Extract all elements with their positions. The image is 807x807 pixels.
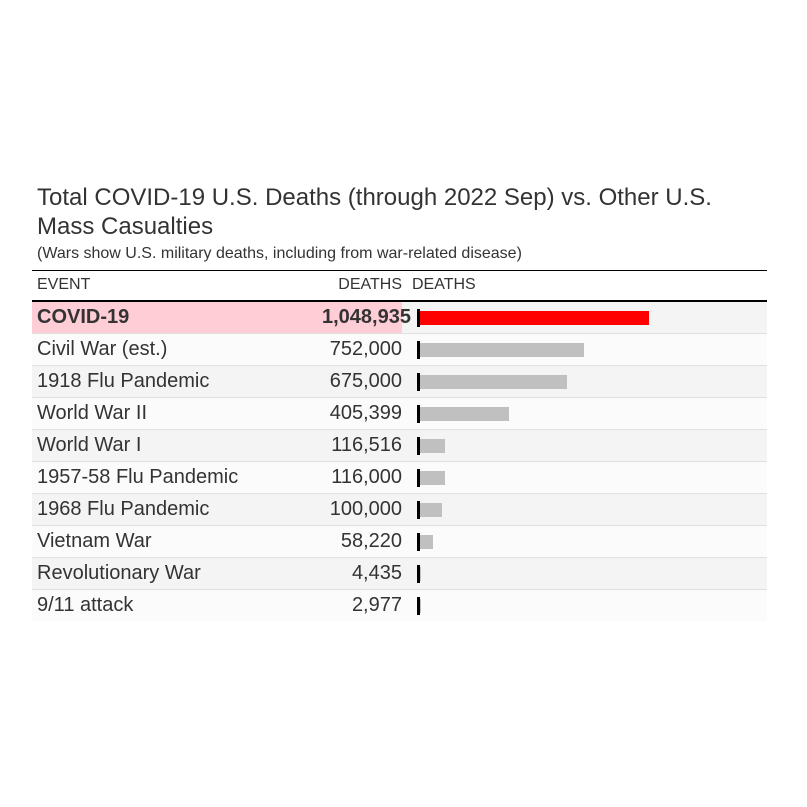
bar-area [402, 334, 762, 365]
deaths-bar [420, 406, 509, 421]
event-label: Revolutionary War [37, 561, 201, 584]
bar-cell [402, 525, 767, 557]
bar-baseline [417, 372, 420, 391]
deaths-value: 100,000 [329, 497, 402, 520]
event-label: 1918 Flu Pandemic [37, 369, 210, 392]
bar-area [402, 590, 762, 621]
chart-title: Total COVID-19 U.S. Deaths (through 2022… [37, 184, 712, 240]
table-row: World War II 405,399 [32, 397, 767, 429]
deaths-bar [420, 374, 567, 389]
table-row: World War I 116,516 [32, 429, 767, 461]
bar-baseline [417, 532, 420, 551]
table-row: Civil War (est.) 752,000 [32, 333, 767, 365]
deaths-bar [420, 310, 649, 325]
event-label: 9/11 attack [37, 593, 134, 616]
bar-cell [402, 365, 767, 397]
deaths-value: 116,000 [331, 465, 402, 488]
bar-cell [402, 461, 767, 493]
bar-cell [402, 557, 767, 589]
deaths-bar [420, 566, 421, 581]
table-row: 1918 Flu Pandemic 675,000 [32, 365, 767, 397]
deaths-value: 405,399 [329, 401, 402, 424]
bar-area [402, 558, 762, 589]
table-row: 1968 Flu Pandemic 100,000 [32, 493, 767, 525]
bar-cell [402, 301, 767, 334]
deaths-bar [420, 470, 445, 485]
bar-area [402, 430, 762, 461]
table-header-row: EVENT DEATHS DEATHS [32, 270, 767, 302]
bar-baseline [417, 404, 420, 423]
deaths-value: 4,435 [351, 561, 402, 584]
bar-baseline [417, 596, 420, 615]
event-label: Civil War (est.) [37, 337, 168, 360]
bar-area [402, 526, 762, 557]
bar-area [402, 494, 762, 525]
bar-baseline [417, 340, 420, 359]
bar-cell [402, 333, 767, 365]
event-label: 1968 Flu Pandemic [37, 497, 210, 520]
column-header-deaths-bar: DEATHS [402, 270, 767, 302]
bar-cell [402, 493, 767, 525]
bar-baseline [417, 500, 420, 519]
deaths-bar [420, 438, 445, 453]
event-label: Vietnam War [37, 529, 152, 552]
chart: Total COVID-19 U.S. Deaths (through 2022… [32, 183, 767, 621]
event-label: 1957-58 Flu Pandemic [37, 465, 239, 488]
column-header-deaths: DEATHS [322, 270, 402, 302]
table-row: 9/11 attack 2,977 [32, 589, 767, 621]
deaths-value: 752,000 [329, 337, 402, 360]
bar-baseline [417, 564, 420, 583]
event-label: World War I [37, 433, 142, 456]
bar-area [402, 302, 762, 333]
deaths-value: 116,516 [331, 433, 402, 456]
table-body: COVID-19 1,048,935 Civil War (est.) 752,000… [32, 300, 767, 621]
deaths-value: 58,220 [340, 529, 402, 552]
bar-cell [402, 429, 767, 461]
deaths-bar [420, 534, 433, 549]
bar-cell [402, 397, 767, 429]
deaths-bar [420, 342, 584, 357]
deaths-bar [420, 598, 421, 613]
bar-cell [402, 589, 767, 621]
table-row: Revolutionary War 4,435 [32, 557, 767, 589]
bar-area [402, 366, 762, 397]
deaths-value: 1,048,935 [322, 300, 411, 333]
event-label: COVID-19 [32, 300, 322, 333]
bar-baseline [417, 436, 420, 455]
event-label: World War II [37, 401, 148, 424]
deaths-bar [420, 502, 442, 517]
chart-subtitle: (Wars show U.S. military deaths, includi… [37, 245, 522, 262]
bar-baseline [417, 468, 420, 487]
column-header-event: EVENT [32, 270, 322, 302]
table-row: COVID-19 1,048,935 [32, 300, 767, 334]
data-table: EVENT DEATHS DEATHS COVID-19 1,048,935 Civ… [32, 270, 767, 621]
table-row: 1957-58 Flu Pandemic 116,000 [32, 461, 767, 493]
deaths-value: 2,977 [351, 593, 402, 616]
bar-area [402, 462, 762, 493]
bar-area [402, 398, 762, 429]
bar-baseline [417, 308, 420, 327]
table-row: Vietnam War 58,220 [32, 525, 767, 557]
deaths-value: 675,000 [329, 369, 402, 392]
